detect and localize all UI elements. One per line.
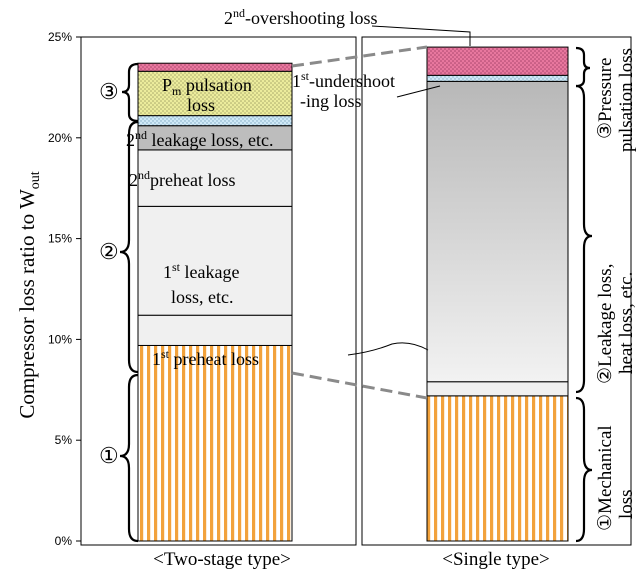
bar-two-stage-leak2 bbox=[137, 125, 293, 151]
right-panel-frame bbox=[361, 36, 632, 546]
group-marker-left-3: ③ bbox=[99, 79, 119, 104]
bar-single-mechanical bbox=[426, 395, 569, 542]
right-label-mechanical: ①Mechanical bbox=[595, 425, 616, 531]
brace-left-3 bbox=[121, 62, 139, 123]
y-tick-label-5: 25% bbox=[48, 30, 72, 44]
brace-right-3 bbox=[575, 46, 591, 88]
stacked-bars bbox=[137, 46, 569, 542]
bar-two-stage-pulsation bbox=[137, 70, 293, 117]
label-preheat-1st: 1st preheat loss bbox=[152, 347, 259, 369]
right-label-pressure-2: pulsation loss bbox=[616, 48, 637, 152]
bar-two-stage-under1 bbox=[137, 115, 293, 127]
connector-top bbox=[291, 45, 428, 68]
y-axis-label: Compressor loss ratio to Wout bbox=[15, 171, 43, 418]
label-undershoot-2: -ing loss bbox=[300, 91, 362, 111]
label-undershoot: 1st-undershoot bbox=[292, 69, 395, 91]
left-panel-frame bbox=[80, 36, 357, 546]
bar-two-stage-leak1 bbox=[137, 205, 293, 316]
label-overshooting: 2nd-overshooting loss bbox=[224, 6, 378, 28]
y-tick-label-0: 0% bbox=[55, 534, 73, 548]
category-two-stage: <Two-stage type> bbox=[153, 549, 291, 570]
y-tick-label-3: 15% bbox=[48, 232, 72, 246]
bar-single-preheat bbox=[426, 381, 569, 397]
bar-single-under1 bbox=[426, 74, 569, 82]
brace-left-1 bbox=[119, 373, 139, 543]
right-label-pressure: ③Pressure bbox=[595, 58, 616, 139]
label-preheat-2nd: 2ndpreheat loss bbox=[129, 168, 235, 190]
connector-bottom bbox=[291, 371, 428, 400]
brace-right-2 bbox=[575, 84, 593, 394]
leader-preheat bbox=[347, 342, 429, 356]
leader-overshoot bbox=[371, 25, 471, 46]
group-marker-left-1: ① bbox=[99, 443, 119, 468]
brace-right-1 bbox=[575, 396, 593, 543]
bar-single-over2 bbox=[426, 46, 569, 76]
category-single: <Single type> bbox=[442, 549, 549, 570]
y-axis-ticks: 0% 5% 10% 15% 20% 25% bbox=[48, 30, 81, 548]
right-label-leakage: ②Leakage loss, bbox=[595, 264, 616, 384]
leader-undershoot bbox=[396, 85, 441, 98]
bar-two-stage-pre1 bbox=[137, 314, 293, 346]
label-leakage-2nd: 2nd leakage loss, etc. bbox=[126, 128, 273, 150]
label-pulsation-2: loss bbox=[187, 95, 215, 115]
right-label-leakage-2: heat loss, etc. bbox=[616, 272, 637, 374]
brace-left-2 bbox=[119, 120, 139, 374]
y-tick-label-1: 5% bbox=[55, 433, 73, 447]
label-pulsation: Pm pulsation bbox=[162, 75, 252, 98]
y-tick-label-4: 20% bbox=[48, 131, 72, 145]
bar-two-stage-mechanical bbox=[137, 344, 293, 542]
bar-single-leak bbox=[426, 80, 569, 383]
y-tick-label-2: 10% bbox=[48, 332, 72, 346]
label-leakage-1st: 1st leakage bbox=[163, 260, 239, 282]
label-leakage-1st-2: loss, etc. bbox=[171, 287, 234, 307]
bar-two-stage-over2 bbox=[137, 62, 293, 72]
bar-two-stage-pre2 bbox=[137, 149, 293, 207]
group-marker-left-2: ② bbox=[99, 239, 119, 264]
right-label-mechanical-2: loss bbox=[616, 489, 637, 519]
